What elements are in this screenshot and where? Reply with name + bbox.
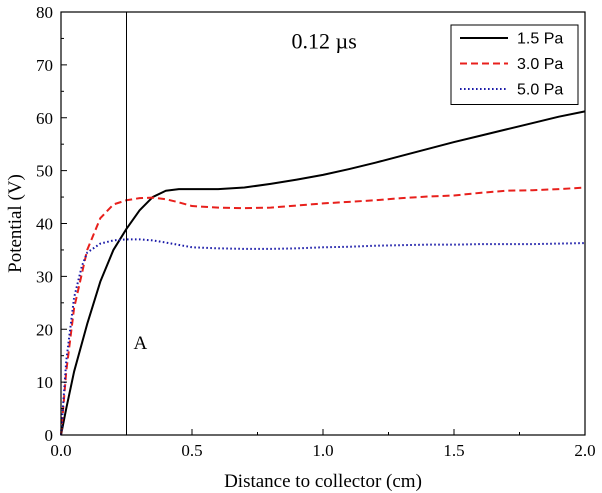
y-tick-label: 10	[36, 373, 53, 392]
legend-label: 3.0 Pa	[517, 56, 563, 73]
series-line	[60, 110, 586, 436]
y-tick-label: 60	[36, 109, 53, 128]
y-tick-label: 80	[36, 3, 53, 22]
y-tick-label: 0	[45, 426, 54, 445]
time-annotation: 0.12 µs	[292, 28, 357, 53]
y-tick-label: 40	[36, 215, 53, 234]
series-line	[60, 238, 586, 436]
y-tick-label: 70	[36, 56, 53, 75]
y-tick-label: 20	[36, 320, 53, 339]
series-line	[60, 186, 586, 436]
x-axis-title: Distance to collector (cm)	[224, 471, 422, 492]
legend-label: 5.0 Pa	[517, 82, 563, 99]
x-tick-label: 1.0	[312, 441, 333, 460]
y-tick-label: 50	[36, 162, 53, 181]
x-tick-label: 2.0	[574, 441, 595, 460]
y-axis-title: Potential (V)	[5, 174, 26, 273]
x-tick-label: 1.5	[443, 441, 464, 460]
legend-label: 1.5 Pa	[517, 31, 563, 48]
y-tick-label: 30	[36, 267, 53, 286]
x-tick-label: 0.5	[181, 441, 202, 460]
legend: 1.5 Pa 3.0 Pa 5.0 Pa	[450, 24, 579, 105]
axes-layer: 0.0 0.5 1.0 1.5 2.0 0 10 20 30 40 50 60 70 80	[36, 3, 596, 460]
vertical-marker-label: A	[134, 333, 148, 354]
x-tick-label: 0.0	[50, 441, 71, 460]
series-layer	[60, 110, 586, 436]
